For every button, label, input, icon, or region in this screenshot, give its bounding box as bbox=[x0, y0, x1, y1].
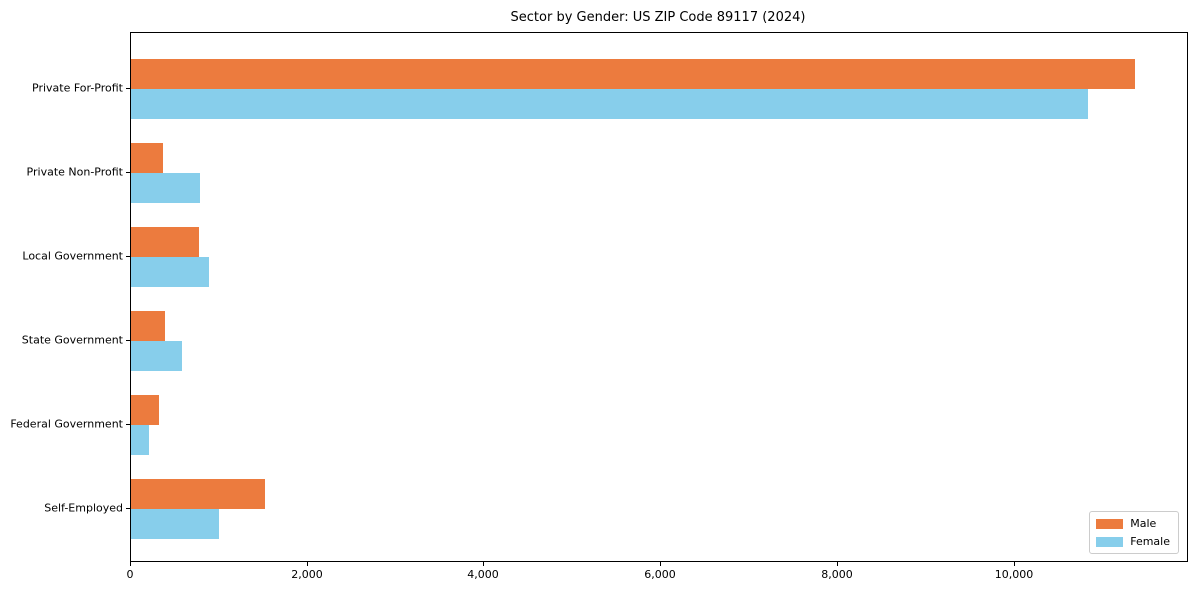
y-axis-label-state-government: State Government bbox=[21, 333, 123, 347]
legend-item-female: Female bbox=[1096, 535, 1170, 548]
x-tick-mark-2-000 bbox=[307, 562, 308, 566]
y-tick-mark-state-government bbox=[126, 340, 130, 341]
legend: Male Female bbox=[1089, 511, 1179, 554]
y-tick-mark-private-for-profit bbox=[126, 88, 130, 89]
x-tick-mark-6-000 bbox=[660, 562, 661, 566]
bar-female-private-for-profit bbox=[131, 89, 1088, 119]
bar-female-federal-government bbox=[131, 425, 149, 455]
bar-female-self-employed bbox=[131, 509, 219, 539]
x-tick-label-4-000: 4,000 bbox=[467, 568, 499, 581]
x-tick-label-2-000: 2,000 bbox=[291, 568, 323, 581]
bar-male-state-government bbox=[131, 311, 165, 341]
y-axis-label-private-non-profit: Private Non-Profit bbox=[26, 165, 123, 179]
y-tick-mark-self-employed bbox=[126, 508, 130, 509]
chart-title: Sector by Gender: US ZIP Code 89117 (202… bbox=[510, 10, 806, 25]
legend-label-female: Female bbox=[1130, 535, 1170, 548]
x-tick-label-10-000: 10,000 bbox=[994, 568, 1034, 581]
x-tick-mark-4-000 bbox=[483, 562, 484, 566]
x-tick-label-6-000: 6,000 bbox=[644, 568, 676, 581]
bar-male-self-employed bbox=[131, 479, 265, 509]
legend-swatch-male-icon bbox=[1096, 518, 1124, 529]
bar-female-private-non-profit bbox=[131, 173, 200, 203]
y-axis-label-private-for-profit: Private For-Profit bbox=[32, 81, 123, 95]
x-tick-mark-0 bbox=[130, 562, 131, 566]
bar-female-state-government bbox=[131, 341, 182, 371]
bar-female-local-government bbox=[131, 257, 209, 287]
bar-male-private-for-profit bbox=[131, 59, 1135, 89]
bar-male-private-non-profit bbox=[131, 143, 163, 173]
legend-item-male: Male bbox=[1096, 517, 1170, 530]
y-axis-label-local-government: Local Government bbox=[22, 249, 123, 263]
bar-male-local-government bbox=[131, 227, 199, 257]
y-tick-mark-federal-government bbox=[126, 424, 130, 425]
y-tick-mark-local-government bbox=[126, 256, 130, 257]
y-tick-mark-private-non-profit bbox=[126, 172, 130, 173]
y-axis-label-self-employed: Self-Employed bbox=[44, 501, 123, 515]
y-axis-label-federal-government: Federal Government bbox=[10, 417, 123, 431]
x-tick-label-0: 0 bbox=[126, 568, 134, 581]
plot-area: Male Female bbox=[130, 32, 1188, 562]
legend-swatch-female-icon bbox=[1096, 536, 1124, 547]
legend-label-male: Male bbox=[1130, 517, 1157, 530]
x-tick-mark-8-000 bbox=[837, 562, 838, 566]
bar-male-federal-government bbox=[131, 395, 159, 425]
x-tick-mark-10-000 bbox=[1014, 562, 1015, 566]
x-tick-label-8-000: 8,000 bbox=[821, 568, 853, 581]
